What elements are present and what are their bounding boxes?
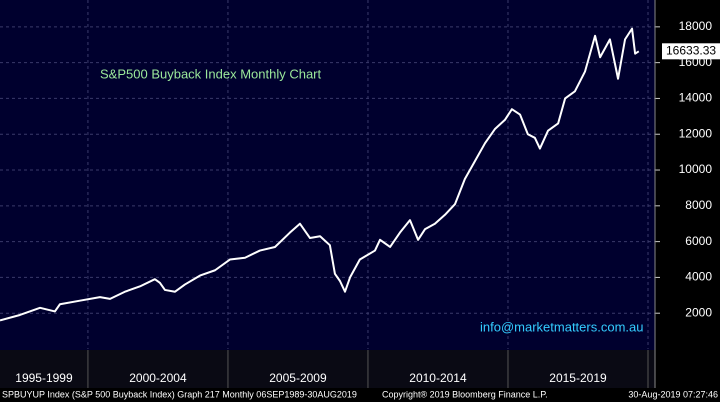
y-tick-label: 4000 <box>685 270 712 284</box>
y-tick-label: 10000 <box>679 162 713 176</box>
x-tick-label: 2000-2004 <box>129 371 187 385</box>
x-tick-label: 2010-2014 <box>409 371 467 385</box>
x-tick-label: 2015-2019 <box>549 371 607 385</box>
chart-title: S&P500 Buyback Index Monthly Chart <box>100 66 322 81</box>
category-band <box>0 350 655 388</box>
y-tick-label: 8000 <box>685 198 712 212</box>
footer-text: Copyright® 2019 Bloomberg Finance L.P. <box>382 389 548 399</box>
y-tick-label: 12000 <box>679 126 713 140</box>
plot-area <box>0 0 655 350</box>
last-value-box <box>662 43 720 60</box>
y-tick-label: 2000 <box>685 305 712 319</box>
annotation: info@marketmatters.com.au <box>480 319 643 334</box>
footer-text: 30-Aug-2019 07:27:46 <box>628 389 718 399</box>
y-tick-label: 18000 <box>679 19 713 33</box>
x-tick-label: 1995-1999 <box>15 371 73 385</box>
x-tick-label: 2005-2009 <box>269 371 327 385</box>
y-tick-label: 14000 <box>679 91 713 105</box>
last-value-label: 16633.33 <box>666 43 716 57</box>
price-line <box>0 27 640 322</box>
footer-text: SPBUYUP Index (S&P 500 Buyback Index) Gr… <box>2 389 357 399</box>
y-tick-label: 6000 <box>685 234 712 248</box>
